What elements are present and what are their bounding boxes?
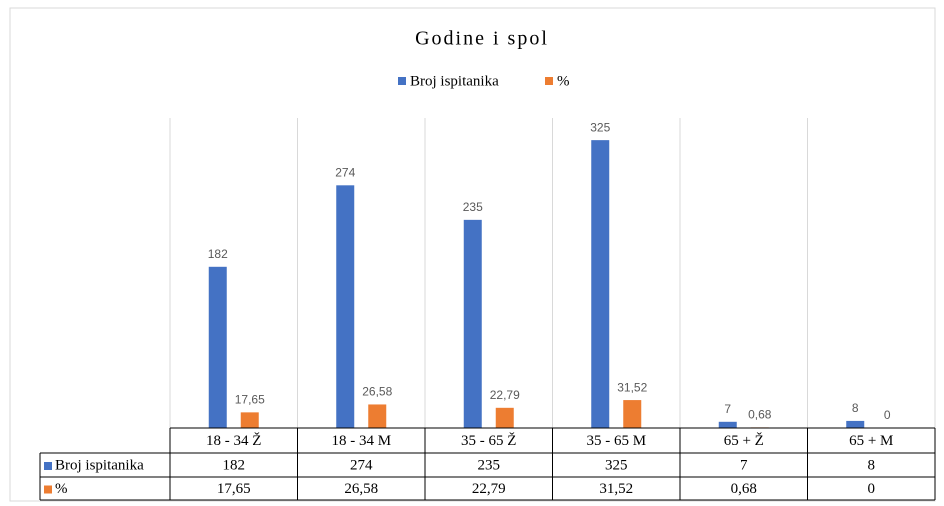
bar: [846, 420, 865, 428]
table-cell: 0,68: [731, 481, 757, 497]
data-label: 31,52: [617, 380, 647, 394]
data-label: 7: [724, 402, 731, 416]
table-cell: 17,65: [217, 481, 251, 497]
x-tick-label: 65 + Ž: [724, 432, 764, 449]
x-tick-label: 18 - 34 M: [331, 433, 391, 449]
table-legend-swatch: [44, 462, 52, 470]
data-label: 8: [852, 401, 859, 415]
table-cell: 7: [740, 457, 748, 473]
table-cell: 8: [868, 457, 876, 473]
chart-title: Godine i spol: [415, 28, 549, 50]
bar: [623, 400, 642, 428]
legend-label: Broj ispitanika: [410, 73, 499, 89]
data-label: 325: [590, 120, 610, 134]
data-label: 0: [884, 408, 891, 422]
data-label: 0,68: [748, 408, 772, 422]
bar: [368, 404, 387, 428]
bar: [336, 185, 355, 428]
table-cell: 235: [478, 457, 501, 473]
table-legend-swatch: [44, 485, 52, 494]
bar: [718, 421, 737, 428]
bar: [240, 412, 259, 428]
legend-label: %: [557, 73, 570, 89]
bar: [463, 219, 482, 428]
data-label: 274: [335, 165, 355, 179]
bar: [208, 266, 227, 428]
table-row-label: %: [55, 481, 68, 497]
legend-swatch: [398, 77, 406, 85]
data-label: 17,65: [235, 393, 265, 407]
data-label: 26,58: [362, 385, 392, 399]
table-cell: 0: [868, 481, 876, 497]
bar: [495, 407, 514, 428]
table-cell: 325: [605, 457, 628, 473]
data-label: 22,79: [490, 388, 520, 402]
table-cell: 31,52: [599, 481, 633, 497]
data-label: 235: [463, 200, 483, 214]
table-cell: 26,58: [344, 481, 378, 497]
x-tick-label: 18 - 34 Ž: [206, 432, 261, 449]
x-tick-label: 65 + M: [849, 433, 893, 449]
data-label: 182: [208, 247, 228, 261]
table-cell: 182: [223, 457, 246, 473]
x-tick-label: 35 - 65 Ž: [461, 432, 516, 449]
legend-swatch: [545, 77, 553, 85]
table-cell: 274: [350, 457, 373, 473]
x-tick-label: 35 - 65 M: [586, 433, 646, 449]
table-cell: 22,79: [472, 481, 506, 497]
table-row-label: Broj ispitanika: [55, 457, 144, 473]
bar: [591, 140, 610, 428]
